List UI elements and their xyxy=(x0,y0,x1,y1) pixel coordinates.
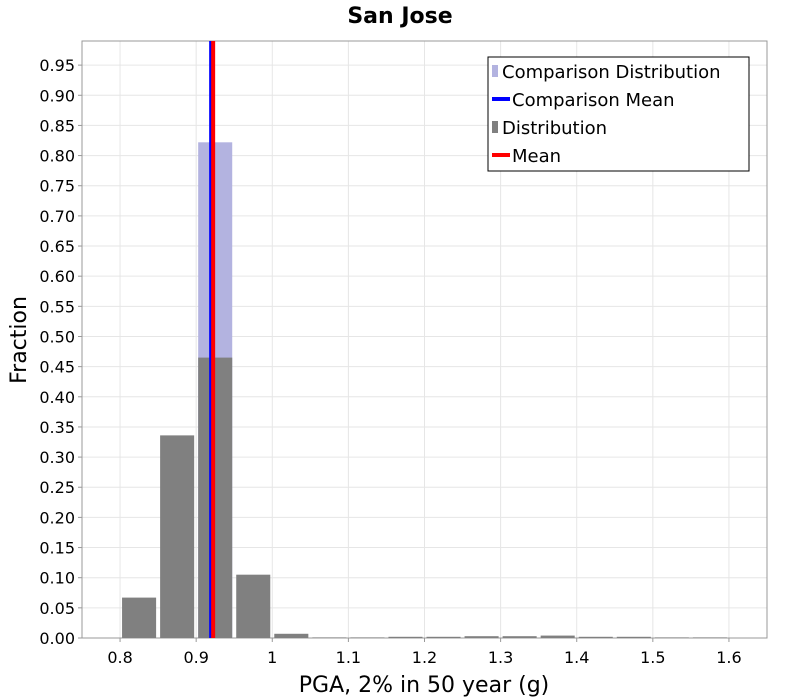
x-tick-label: 1.5 xyxy=(640,648,665,667)
legend: Comparison Distribution Comparison Mean Di… xyxy=(487,56,750,172)
y-tick-label: 0.70 xyxy=(39,207,75,226)
y-tick-label: 0.60 xyxy=(39,267,75,286)
legend-label: Mean xyxy=(512,146,561,167)
legend-label: Comparison Mean xyxy=(512,90,675,111)
y-tick-label: 0.65 xyxy=(39,237,75,256)
distribution-bar xyxy=(350,637,385,638)
distribution-bar xyxy=(122,597,157,638)
y-tick-label: 0.95 xyxy=(39,56,75,75)
distribution-bar xyxy=(274,633,309,638)
y-tick-label: 0.05 xyxy=(39,599,75,618)
grid-lines xyxy=(82,41,767,639)
y-tick-label: 0.40 xyxy=(39,388,75,407)
y-axis-ticks: 0.00 0.05 0.10 0.15 0.20 0.25 0.30 0.35 0.40 0.45… xyxy=(39,56,82,648)
legend-swatch xyxy=(492,65,498,77)
y-tick-label: 0.55 xyxy=(39,297,75,316)
x-axis-ticks: 0.8 0.9 1 1.1 1.2 1.3 1.4 1.5 1.6 xyxy=(107,638,742,667)
y-tick-label: 0.25 xyxy=(39,478,75,497)
x-tick-label: 0.9 xyxy=(183,648,208,667)
distribution-bar xyxy=(160,435,195,638)
distribution-bar xyxy=(502,636,537,638)
x-tick-label: 1 xyxy=(267,648,277,667)
x-tick-label: 1.6 xyxy=(716,648,741,667)
mean-lines xyxy=(209,41,216,638)
distribution-bars xyxy=(122,357,727,638)
legend-label: Distribution xyxy=(502,118,607,139)
distribution-bar xyxy=(692,637,727,638)
y-tick-label: 0.15 xyxy=(39,539,75,558)
y-tick-label: 0.35 xyxy=(39,418,75,437)
distribution-bar xyxy=(654,637,689,638)
distribution-bar xyxy=(426,636,461,638)
distribution-bar xyxy=(388,636,423,638)
y-tick-label: 0.20 xyxy=(39,508,75,527)
x-tick-label: 1.1 xyxy=(336,648,361,667)
legend-swatch xyxy=(492,121,498,133)
distribution-bar xyxy=(578,636,613,638)
x-tick-label: 1.2 xyxy=(412,648,437,667)
distribution-bar xyxy=(464,636,499,638)
y-tick-label: 0.30 xyxy=(39,448,75,467)
legend-label: Comparison Distribution xyxy=(502,62,721,83)
distribution-bar xyxy=(616,636,651,638)
y-tick-label: 0.10 xyxy=(39,569,75,588)
distribution-bar xyxy=(312,637,347,638)
y-tick-label: 0.85 xyxy=(39,116,75,135)
y-tick-label: 0.00 xyxy=(39,629,75,648)
distribution-bar xyxy=(540,635,575,638)
y-tick-label: 0.45 xyxy=(39,358,75,377)
chart-title: San Jose xyxy=(347,4,452,29)
x-axis-label: PGA, 2% in 50 year (g) xyxy=(299,673,550,698)
distribution-bar xyxy=(198,357,233,638)
x-tick-label: 1.3 xyxy=(488,648,513,667)
legend-box xyxy=(487,56,750,172)
y-tick-label: 0.75 xyxy=(39,177,75,196)
x-tick-label: 0.8 xyxy=(107,648,132,667)
y-tick-label: 0.90 xyxy=(39,86,75,105)
y-axis-label: Fraction xyxy=(7,296,32,384)
y-tick-label: 0.50 xyxy=(39,327,75,346)
y-tick-label: 0.80 xyxy=(39,147,75,166)
x-tick-label: 1.4 xyxy=(564,648,589,667)
distribution-bar xyxy=(236,574,271,638)
